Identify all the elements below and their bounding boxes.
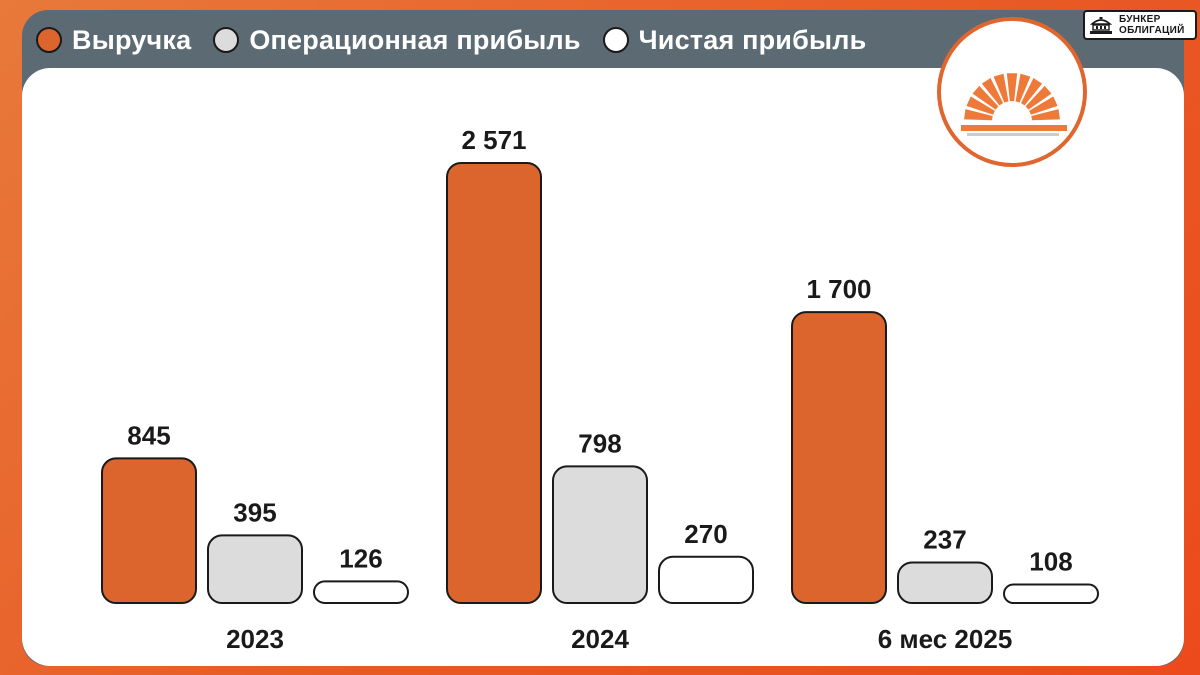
bar-revenue bbox=[101, 457, 197, 605]
legend: Выручка Операционная прибыль Чистая приб… bbox=[36, 20, 888, 60]
bar-net-profit bbox=[313, 580, 409, 604]
brand-line-2: ОБЛИГАЦИЙ bbox=[1119, 25, 1185, 36]
legend-dot-net-profit bbox=[602, 27, 629, 53]
bar-revenue bbox=[791, 311, 887, 604]
legend-label-net-profit: Чистая прибыль bbox=[638, 24, 867, 55]
bar-revenue bbox=[446, 162, 542, 604]
brand-line-1: БУНКЕР bbox=[1119, 14, 1161, 25]
bar-value-label: 1 700 bbox=[806, 274, 871, 304]
bar-operating-profit bbox=[207, 534, 303, 604]
bar-value-label: 798 bbox=[578, 428, 621, 458]
bar-value-label: 270 bbox=[684, 519, 727, 549]
bar-value-label: 126 bbox=[339, 543, 382, 573]
logo-ray bbox=[981, 78, 1004, 106]
category-label: 6 мес 2025 bbox=[878, 624, 1013, 654]
sunrise-fan-icon bbox=[961, 73, 1067, 136]
legend-item-net-profit: Чистая прибыль bbox=[602, 24, 867, 56]
logo-ray bbox=[966, 96, 995, 115]
bar-net-profit bbox=[1003, 583, 1099, 604]
legend-item-revenue: Выручка bbox=[36, 25, 191, 56]
bar-operating-profit bbox=[552, 465, 648, 604]
logo-ray bbox=[1025, 85, 1052, 110]
bar-value-label: 108 bbox=[1029, 547, 1072, 577]
legend-item-operating-profit: Операционная прибыль bbox=[213, 25, 580, 56]
legend-dot-revenue bbox=[36, 27, 62, 53]
logo-ray bbox=[1020, 78, 1043, 106]
company-logo bbox=[937, 17, 1087, 167]
bar-value-label: 237 bbox=[923, 524, 966, 554]
legend-dot-operating-profit bbox=[213, 27, 240, 53]
logo-ray bbox=[972, 85, 999, 110]
bar-value-label: 845 bbox=[127, 420, 170, 450]
bar-operating-profit bbox=[897, 561, 993, 604]
logo-ray bbox=[964, 109, 993, 121]
logo-ray bbox=[1006, 73, 1018, 102]
legend-label-revenue: Выручка bbox=[72, 24, 192, 55]
bar-value-label: 2 571 bbox=[461, 125, 526, 155]
logo-ray bbox=[1015, 73, 1031, 103]
legend-label-operating-profit: Операционная прибыль bbox=[249, 24, 581, 55]
logo-ray bbox=[993, 73, 1009, 103]
building-icon bbox=[1089, 17, 1113, 34]
bar-value-label: 395 bbox=[233, 497, 276, 527]
category-label: 2024 bbox=[571, 624, 629, 654]
category-label: 2023 bbox=[226, 624, 284, 654]
bar-net-profit bbox=[658, 555, 754, 604]
brand-badge: БУНКЕР ОБЛИГАЦИЙ bbox=[1083, 10, 1197, 40]
logo-ray bbox=[1031, 109, 1060, 121]
logo-ray bbox=[1029, 96, 1058, 115]
